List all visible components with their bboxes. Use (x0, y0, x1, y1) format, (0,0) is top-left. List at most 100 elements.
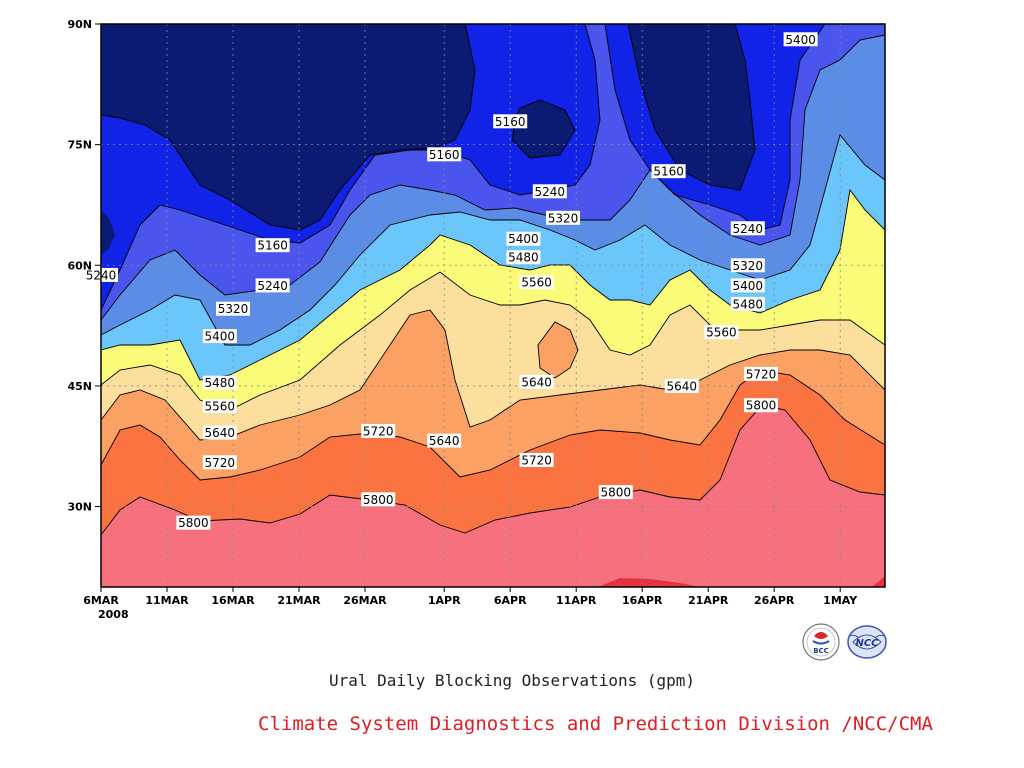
contour-label-bg (202, 329, 237, 344)
contour-label-text: 5640 (667, 379, 698, 393)
contour-label-bg (651, 164, 686, 179)
contour-label: 5800 (361, 492, 396, 507)
contour-fill (101, 24, 885, 587)
contour-label-bg (744, 398, 778, 413)
contour-label-bg (730, 221, 765, 236)
contour-label-bg (519, 452, 554, 467)
contour-label-text: 5240 (535, 185, 566, 199)
credit-line: Climate System Diagnostics and Predictio… (258, 713, 933, 735)
contour-label-text: 5720 (521, 453, 552, 467)
contour-label-bg (506, 231, 541, 246)
contour-label-text: 5240 (733, 222, 764, 236)
contour-label-text: 5400 (508, 232, 539, 246)
contour-label-bg (546, 210, 580, 225)
x-tick-label: 11MAR (145, 594, 189, 607)
contour-label-bg (493, 114, 528, 129)
contour-label-bg (427, 433, 462, 448)
contour-label-bg (519, 275, 554, 290)
contour-label-bg (730, 278, 765, 293)
contour-label-text: 5480 (205, 376, 236, 390)
grid (101, 24, 885, 587)
bcc-logo: BCC (801, 622, 841, 662)
contour-label-bg (519, 374, 554, 389)
contour-label-text: 5560 (521, 276, 552, 290)
contour-label-bg (598, 485, 633, 500)
x-tick-label: 1APR (428, 594, 461, 607)
bcc-logo-text: BCC (813, 647, 829, 655)
x-tick-label: 26MAR (343, 594, 387, 607)
contour-label-text: 5720 (746, 367, 777, 381)
y-tick-label: 45N (67, 380, 92, 393)
contour-label-bg (783, 32, 818, 47)
contour-label: 5720 (202, 455, 237, 470)
contour-label: 5720 (519, 452, 554, 467)
contour-label-bg (361, 492, 396, 507)
contour-label-bg (176, 515, 211, 530)
contour-label: 5720 (744, 366, 778, 381)
contour-label-text: 5320 (218, 302, 249, 316)
contour-label: 5800 (176, 515, 211, 530)
contour-label: 5640 (202, 425, 237, 440)
contour-label: 5400 (202, 329, 237, 344)
x-tick-label: 11APR (556, 594, 597, 607)
closed-5720 (538, 322, 578, 378)
contour-label: 5480 (202, 375, 237, 390)
contour-label-text: 5320 (548, 211, 579, 225)
y-tick-label: 75N (67, 139, 92, 152)
contour-label-bg (532, 184, 567, 199)
contour-label: 5160 (255, 238, 290, 253)
contour-label: 5320 (730, 258, 765, 273)
contour-label-text: 5560 (205, 400, 236, 414)
contour-label-text: 5400 (785, 33, 816, 47)
contour-label-text: 5720 (205, 456, 236, 470)
contour-label-bg (202, 375, 237, 390)
contour-label: 5640 (427, 433, 462, 448)
contour-label: 5640 (519, 374, 554, 389)
plot-frame (100, 23, 886, 588)
contour-label-bg (427, 147, 462, 162)
contour-label: 5560 (519, 275, 554, 290)
contour-label-bg (361, 423, 396, 438)
contour-label-bg (255, 238, 290, 253)
contour-label: 5160 (651, 164, 686, 179)
contour-label-text: 5800 (178, 516, 209, 530)
contour-label: 5320 (216, 301, 250, 316)
contour-label-text: 5160 (429, 148, 460, 162)
contour-label-text: 5160 (257, 239, 288, 253)
contour-label: 5240 (532, 184, 567, 199)
contour-label-text: 5800 (601, 486, 632, 500)
contour-label: 5400 (783, 32, 818, 47)
contour-label: 5800 (744, 398, 778, 413)
y-tick-label: 30N (67, 501, 92, 514)
closed-5880 (598, 576, 885, 587)
x-tick-label: 6MAR (83, 594, 119, 607)
contour-label: 5400 (730, 278, 765, 293)
y-axis: 30N 45N 60N 75N 90N (67, 18, 101, 514)
x-tick-label: 1MAY (823, 594, 858, 607)
x-axis: 6MAR 11MAR 16MAR 21MAR 26MAR 1APR 6APR 11APR 16A… (83, 587, 858, 621)
y-tick-label: 90N (67, 18, 92, 31)
x-year-label: 2008 (98, 608, 129, 621)
contour-label: 5480 (730, 296, 765, 311)
x-tick-label: 16MAR (211, 594, 255, 607)
x-tick-label: 21APR (688, 594, 729, 607)
contour-label: 5240 (730, 221, 765, 236)
contour-label: 5720 (361, 423, 396, 438)
contour-label: 5240 (255, 278, 290, 293)
contour-label: 5800 (598, 485, 633, 500)
ncc-logo-text: NCC (855, 638, 879, 649)
contour-label: 5320 (546, 210, 580, 225)
contour-label-bg (744, 366, 778, 381)
band-lt-5160 (101, 24, 755, 255)
contour-label-text: 5720 (363, 424, 394, 438)
contour-label-layer: 5160516051605160524052405240524053205320… (84, 32, 818, 530)
contour-label-bg (506, 250, 541, 265)
chart-title: Ural Daily Blocking Observations (gpm) (328, 671, 696, 690)
contour-label-bg (730, 296, 765, 311)
contour-label: 5560 (202, 399, 237, 414)
x-tick-label: 16APR (622, 594, 663, 607)
contour-label: 5480 (506, 250, 541, 265)
y-tick-label: 60N (67, 259, 92, 272)
contour-label-text: 5800 (363, 493, 394, 507)
